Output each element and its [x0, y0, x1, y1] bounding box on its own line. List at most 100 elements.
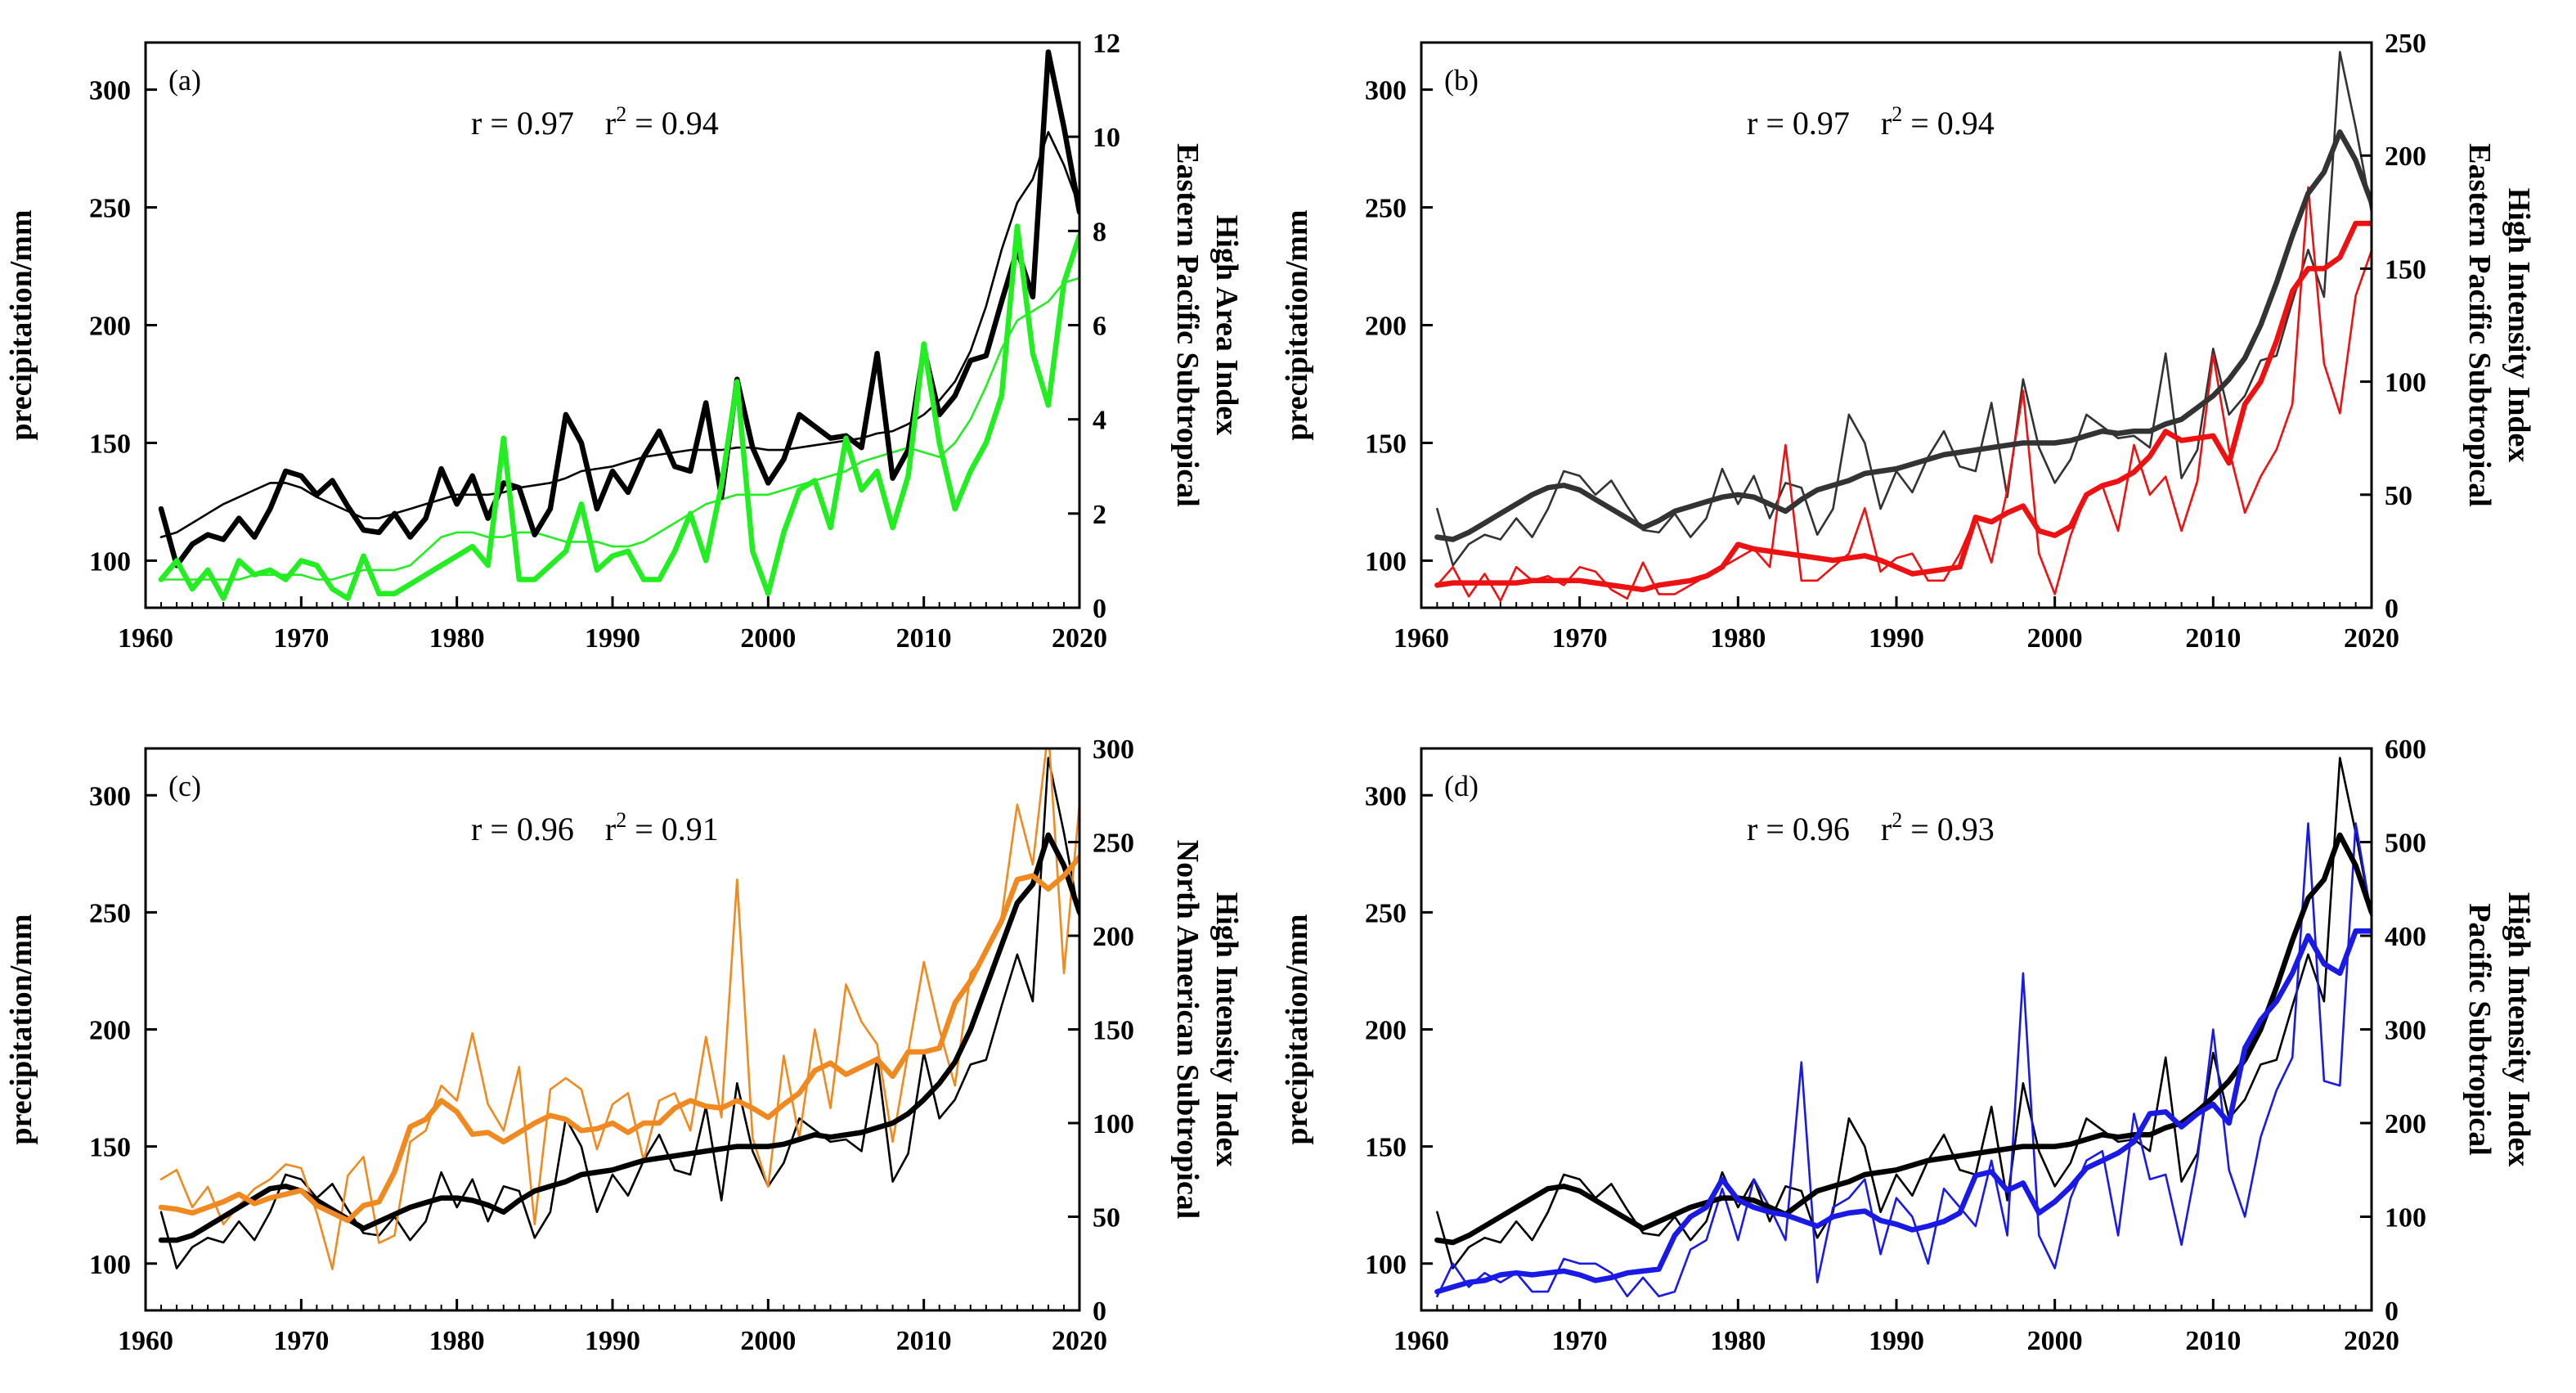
y-right-tick-label: 100	[1093, 1109, 1134, 1139]
x-tick-label: 1990	[585, 1326, 640, 1356]
correlation-stats: r = 0.96 r2 = 0.91	[471, 808, 719, 847]
r2-value: = 0.93	[1902, 811, 1995, 847]
x-tick-label: 1980	[1710, 1326, 1766, 1356]
x-tick-label: 1990	[1869, 623, 1924, 654]
series-intensity-index-smoothed-line	[1434, 220, 2372, 593]
x-tick-label: 1970	[273, 1326, 329, 1356]
r2-superscript: 2	[1892, 102, 1902, 126]
r-value: r = 0.96	[471, 811, 574, 847]
y-right-tick-label: 150	[2385, 254, 2426, 285]
r2-value: = 0.91	[626, 811, 719, 847]
y-right-tick-label: 250	[2385, 29, 2426, 59]
y-left-tick-label: 200	[89, 312, 131, 342]
y-right-tick-label: 100	[2385, 1203, 2426, 1233]
x-tick-label: 2020	[2344, 623, 2399, 654]
y-left-axis-title: precipitation/mm	[1280, 914, 1314, 1144]
y-left-axis-title: precipitation/mm	[4, 914, 38, 1144]
y-right-tick-label: 100	[2385, 368, 2426, 398]
panel-label: (b)	[1444, 64, 1479, 97]
y-left-tick-label: 200	[1365, 312, 1407, 342]
y-left-tick-label: 250	[1365, 194, 1407, 224]
y-right-axis-title-line2: High Intensity Index	[2502, 892, 2536, 1167]
y-right-tick-label: 10	[1093, 123, 1120, 153]
correlation-stats: r = 0.97 r2 = 0.94	[1747, 102, 1995, 142]
y-left-tick-label: 100	[1365, 546, 1407, 577]
series-precipitation-annual-line	[158, 49, 1079, 568]
y-left-tick-label: 100	[1365, 1250, 1407, 1280]
series-precipitation-smoothed-line	[1434, 129, 2372, 542]
plot-frame	[1420, 41, 2373, 609]
y-right-tick-label: 0	[2385, 1296, 2399, 1327]
series-area-index-annual-line	[158, 223, 1079, 601]
series-area-index-smoothed-line	[159, 276, 1079, 581]
r-value: r = 0.97	[471, 105, 574, 142]
y-right-tick-label: 50	[2385, 481, 2412, 511]
y-left-tick-label: 150	[1365, 1133, 1407, 1163]
x-tick-label: 1980	[1710, 623, 1766, 654]
y-right-tick-label: 0	[1093, 1296, 1106, 1327]
y-right-axis-title-line1: North American Subtropical	[1170, 840, 1205, 1220]
y-right-tick-label: 8	[1093, 217, 1106, 247]
r-value: r = 0.97	[1747, 105, 1850, 142]
r2-superscript: 2	[1892, 808, 1902, 832]
y-right-axis-title-line2: High Area Index	[1209, 215, 1244, 436]
x-tick-label: 1960	[118, 1326, 173, 1356]
y-left-tick-label: 200	[1365, 1016, 1407, 1046]
y-left-tick-label: 300	[89, 76, 131, 106]
panel-label: (c)	[168, 770, 201, 802]
series-precipitation-annual-line	[1436, 51, 2372, 567]
x-tick-label: 1980	[429, 623, 485, 654]
series-group	[1434, 51, 2372, 603]
series-intensity-index-smoothed-line	[1434, 928, 2372, 1295]
panel-a: 1960 1970 1980 1990 2000 2010 2020100150200250…	[4, 29, 1244, 654]
series-precipitation-annual-line	[159, 757, 1079, 1269]
x-tick-label: 2000	[2027, 1326, 2083, 1356]
series-precipitation-annual-line	[1436, 757, 2372, 1269]
panel-c: 1960 1970 1980 1990 2000 2010 2020100150200250…	[4, 735, 1244, 1356]
r2-prefix: r	[1881, 105, 1892, 142]
y-left-axis-title: precipitation/mm	[4, 209, 38, 440]
y-right-tick-label: 0	[2385, 594, 2399, 624]
x-tick-label: 2020	[1052, 623, 1107, 654]
x-tick-label: 1970	[273, 623, 329, 654]
series-intensity-index-smoothed-line	[158, 854, 1079, 1224]
correlation-stats: r = 0.96 r2 = 0.93	[1747, 808, 1995, 847]
series-intensity-index-annual-line	[1436, 822, 2372, 1298]
y-right-axis-title-line1: Eastern Pacific Subtropical	[1170, 143, 1205, 507]
y-right-tick-label: 50	[1093, 1203, 1120, 1233]
y-right-tick-label: 600	[2385, 735, 2426, 765]
x-tick-label: 1970	[1552, 1326, 1608, 1356]
panel-label: (d)	[1444, 770, 1479, 802]
x-tick-label: 2000	[2027, 623, 2083, 654]
x-tick-label: 2000	[740, 1326, 796, 1356]
y-left-tick-label: 250	[1365, 898, 1407, 928]
y-left-tick-label: 300	[1365, 76, 1407, 106]
y-right-tick-label: 150	[1093, 1016, 1134, 1046]
y-right-tick-label: 12	[1093, 29, 1120, 59]
x-tick-label: 2010	[2185, 623, 2241, 654]
y-right-tick-label: 400	[2385, 922, 2426, 952]
r2-value: = 0.94	[626, 105, 719, 142]
y-left-tick-label: 250	[89, 898, 131, 928]
panel-d: 1960 1970 1980 1990 2000 2010 2020100150200250…	[1280, 735, 2536, 1356]
x-tick-label: 1960	[1393, 1326, 1449, 1356]
y-left-tick-label: 100	[89, 546, 131, 577]
x-tick-label: 1980	[429, 1326, 485, 1356]
y-right-tick-label: 300	[1093, 735, 1134, 765]
series-precipitation-smoothed-line	[158, 832, 1079, 1243]
y-right-tick-label: 4	[1093, 406, 1106, 436]
x-tick-label: 2010	[896, 623, 952, 654]
r2-prefix: r	[1881, 811, 1892, 847]
correlation-stats: r = 0.97 r2 = 0.94	[471, 102, 719, 142]
x-tick-label: 1990	[1869, 1326, 1924, 1356]
r2-superscript: 2	[616, 102, 626, 126]
y-right-axis-title-line1: Pacific Subtropical	[2462, 903, 2497, 1156]
r2-prefix: r	[605, 105, 616, 142]
y-right-axis-title-line2: High Intensity Index	[1209, 892, 1244, 1167]
x-tick-label: 1970	[1552, 623, 1608, 654]
panel-b: 1960 1970 1980 1990 2000 2010 2020100150200250…	[1280, 29, 2536, 654]
series-group	[158, 49, 1079, 601]
y-right-tick-label: 200	[2385, 142, 2426, 172]
y-left-tick-label: 200	[89, 1016, 131, 1046]
